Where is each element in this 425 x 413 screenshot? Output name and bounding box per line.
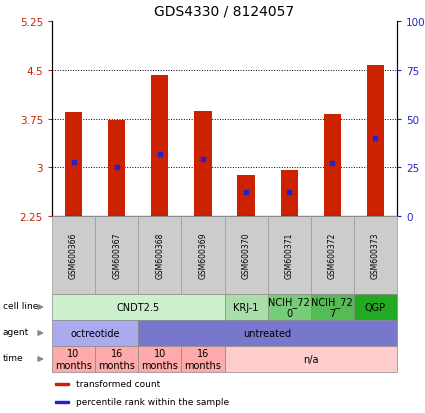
Bar bbox=[268, 294, 311, 320]
Text: QGP: QGP bbox=[365, 302, 386, 312]
Text: 16
months: 16 months bbox=[184, 348, 221, 370]
Bar bbox=[280, 171, 298, 216]
Text: transformed count: transformed count bbox=[76, 380, 160, 389]
Text: GSM600368: GSM600368 bbox=[155, 232, 164, 278]
Bar bbox=[224, 294, 268, 320]
Text: NCIH_72
7: NCIH_72 7 bbox=[312, 296, 353, 318]
Text: n/a: n/a bbox=[303, 354, 318, 364]
Bar bbox=[138, 216, 181, 294]
Bar bbox=[65, 113, 82, 216]
Text: 10
months: 10 months bbox=[142, 348, 178, 370]
Bar bbox=[55, 383, 69, 385]
Bar bbox=[311, 294, 354, 320]
Text: CNDT2.5: CNDT2.5 bbox=[117, 302, 160, 312]
Text: GSM600372: GSM600372 bbox=[328, 232, 337, 278]
Text: NCIH_72
0: NCIH_72 0 bbox=[268, 296, 310, 318]
Bar bbox=[354, 294, 397, 320]
Bar bbox=[181, 216, 224, 294]
Bar bbox=[52, 294, 224, 320]
Bar bbox=[108, 121, 125, 216]
Bar bbox=[181, 346, 224, 372]
Text: GSM600370: GSM600370 bbox=[241, 232, 251, 279]
Bar bbox=[151, 76, 168, 216]
Text: GSM600371: GSM600371 bbox=[285, 232, 294, 278]
Text: 10
months: 10 months bbox=[55, 348, 92, 370]
Text: GSM600366: GSM600366 bbox=[69, 232, 78, 279]
Bar bbox=[311, 216, 354, 294]
Bar bbox=[52, 320, 138, 346]
Title: GDS4330 / 8124057: GDS4330 / 8124057 bbox=[154, 4, 295, 18]
Text: GSM600373: GSM600373 bbox=[371, 232, 380, 279]
Bar bbox=[367, 66, 384, 216]
Text: 16
months: 16 months bbox=[98, 348, 135, 370]
Bar bbox=[52, 216, 95, 294]
Bar bbox=[238, 176, 255, 216]
Bar bbox=[354, 216, 397, 294]
Text: percentile rank within the sample: percentile rank within the sample bbox=[76, 398, 229, 406]
Text: agent: agent bbox=[3, 328, 29, 336]
Bar bbox=[268, 216, 311, 294]
Text: KRJ-1: KRJ-1 bbox=[233, 302, 259, 312]
Bar bbox=[324, 115, 341, 216]
Text: octreotide: octreotide bbox=[71, 328, 120, 338]
Bar bbox=[138, 320, 397, 346]
Bar bbox=[52, 346, 95, 372]
Bar bbox=[194, 112, 212, 216]
Bar bbox=[95, 346, 138, 372]
Text: time: time bbox=[3, 354, 23, 362]
Bar bbox=[55, 401, 69, 403]
Text: GSM600369: GSM600369 bbox=[198, 232, 207, 279]
Text: GSM600367: GSM600367 bbox=[112, 232, 121, 279]
Bar bbox=[138, 346, 181, 372]
Bar bbox=[224, 216, 268, 294]
Text: untreated: untreated bbox=[244, 328, 292, 338]
Bar bbox=[224, 346, 397, 372]
Bar bbox=[95, 216, 138, 294]
Text: cell line: cell line bbox=[3, 301, 38, 311]
